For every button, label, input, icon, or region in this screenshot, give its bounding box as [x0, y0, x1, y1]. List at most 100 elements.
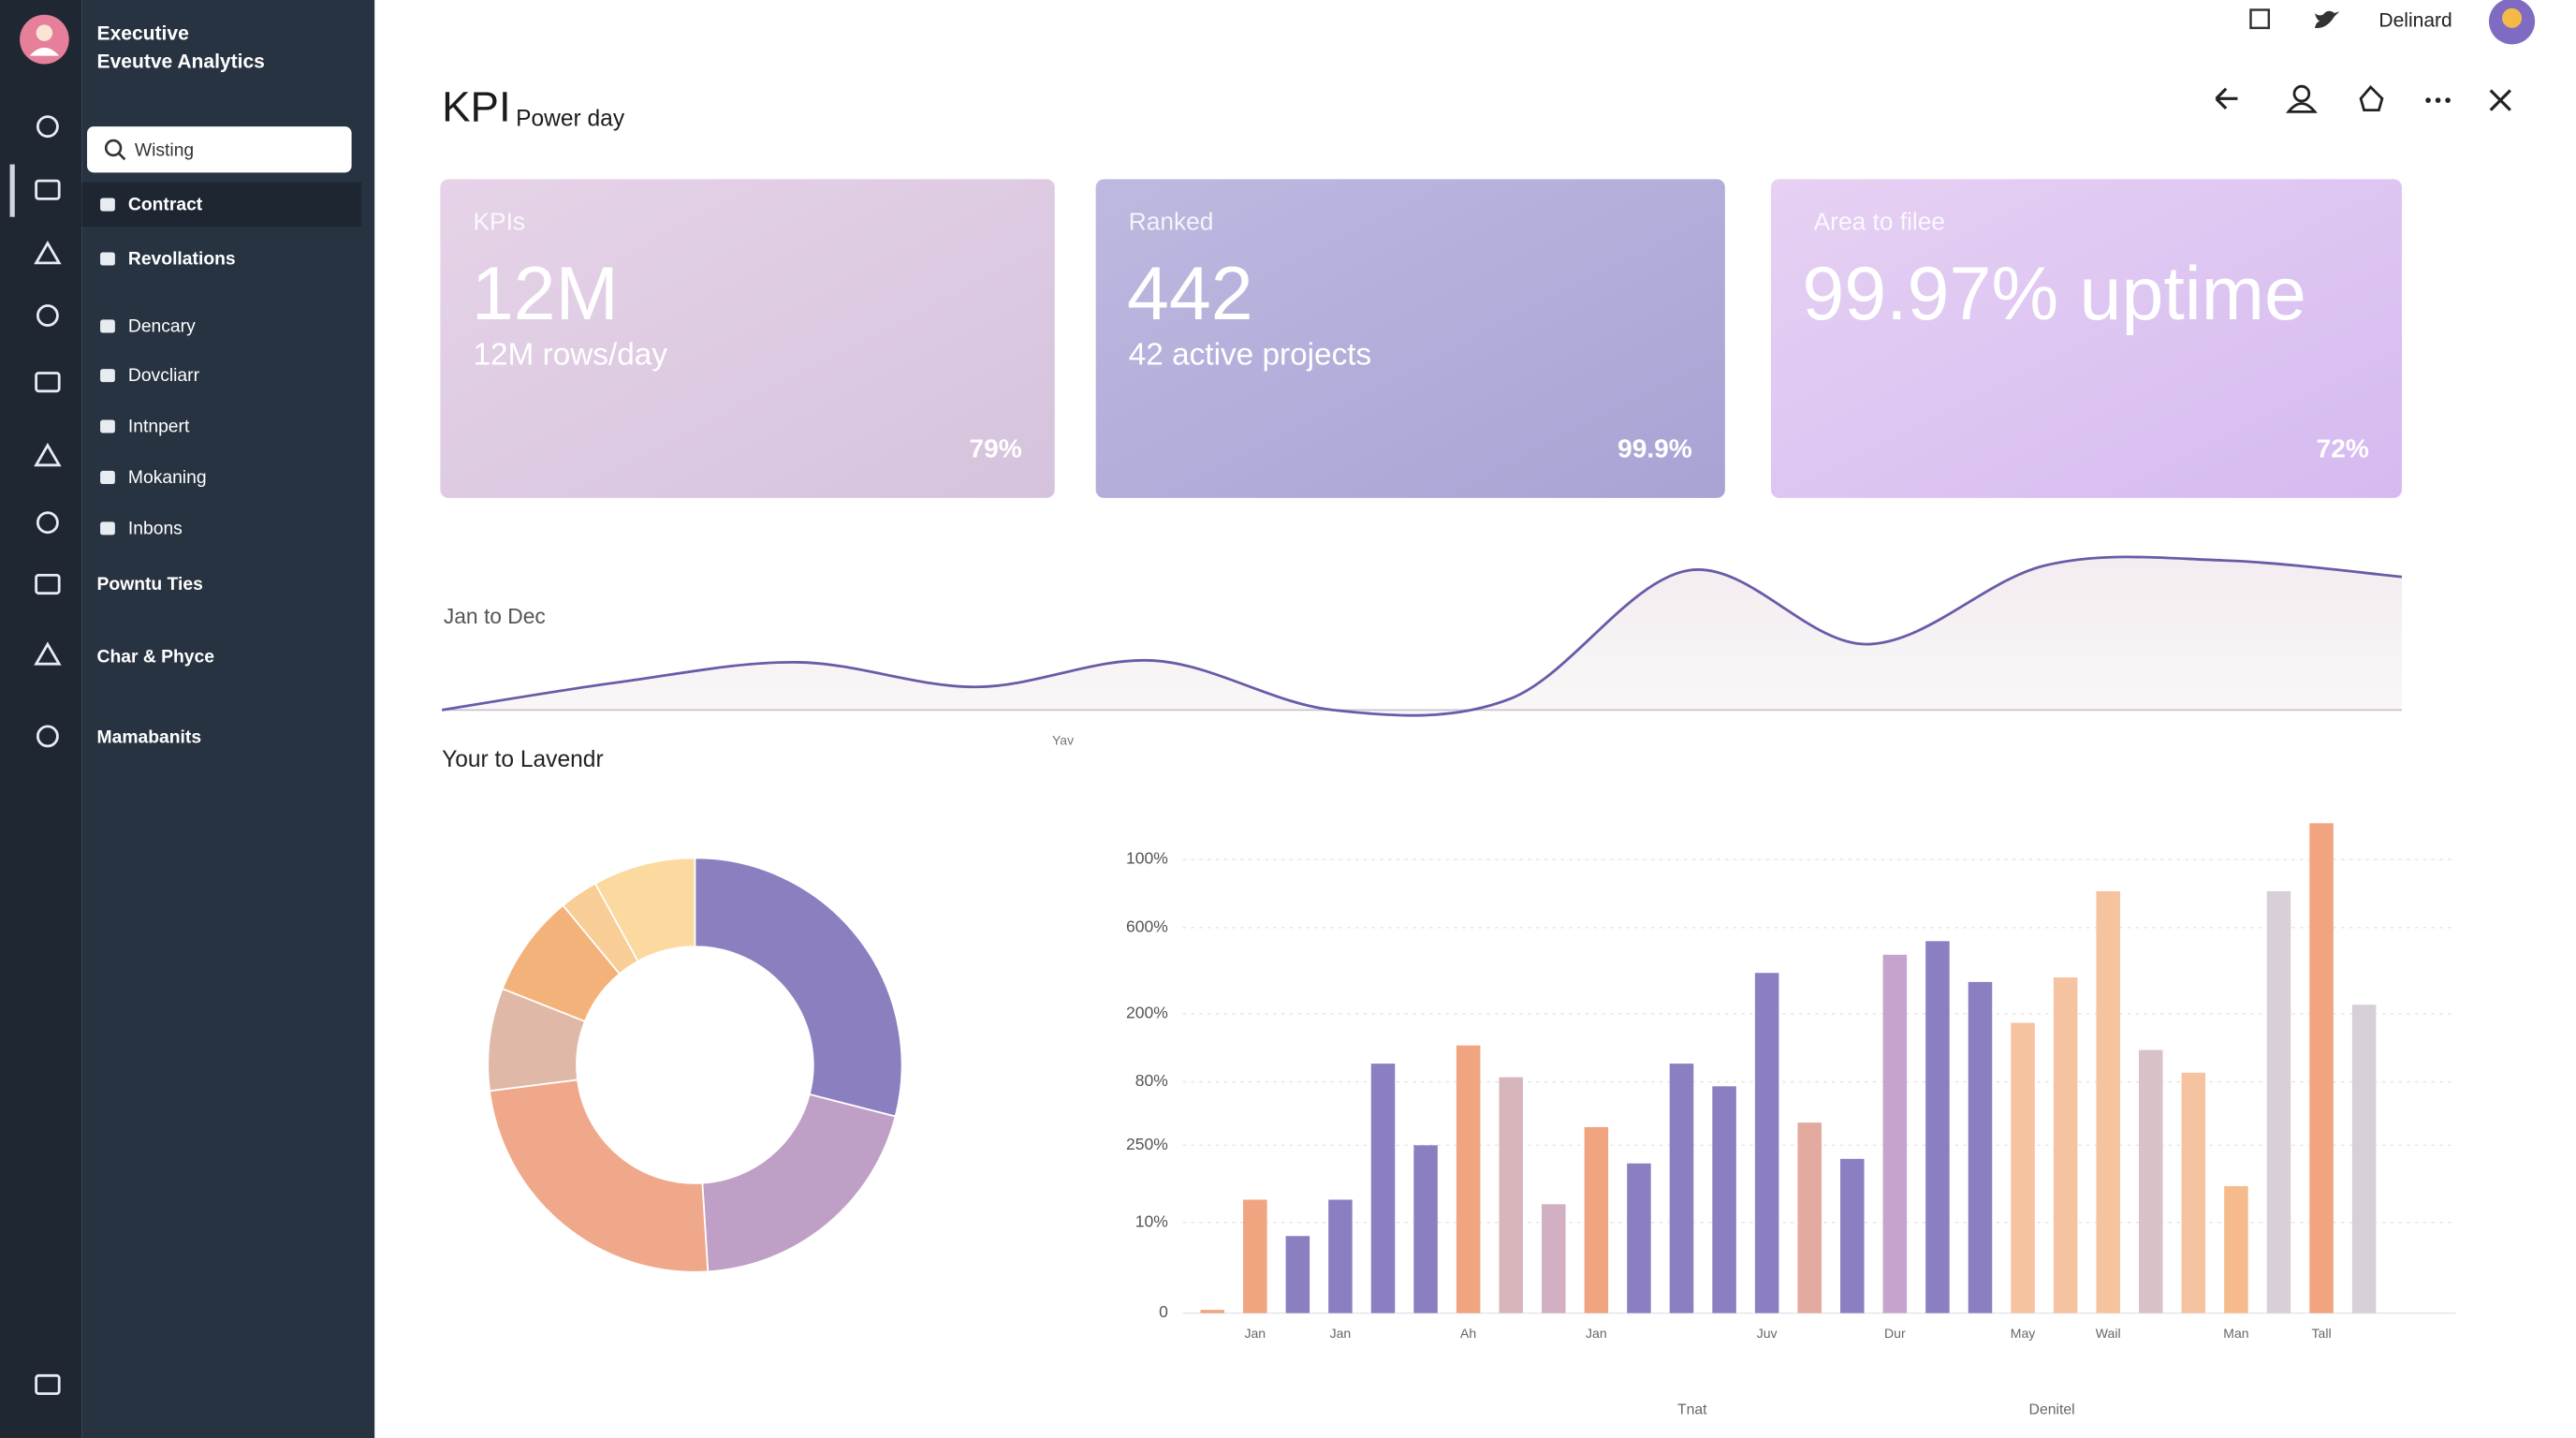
rail-icon[interactable] [35, 179, 61, 200]
nav: Contract Revollations Dencary Dovcliarr Intn… [97, 196, 236, 748]
nav-item[interactable]: Revollations [128, 249, 236, 269]
bar [1627, 1163, 1651, 1313]
avatar-body [29, 47, 60, 56]
rail-icon[interactable] [36, 304, 59, 327]
donut-title: Your to Lavendr [442, 747, 604, 772]
profile-button[interactable] [2292, 84, 2311, 103]
x-tick-label: Jan [1586, 1326, 1607, 1341]
kpi-delta: 79% [969, 433, 1021, 462]
nav-item[interactable]: Dovcliarr [128, 366, 200, 386]
bar [1840, 1158, 1865, 1313]
user-avatar-face [2502, 7, 2523, 28]
annotation: Tnat [1677, 1401, 1707, 1417]
nav-icon [100, 521, 115, 536]
search-icon [117, 152, 126, 161]
rail-icon[interactable] [34, 442, 62, 467]
nav-item[interactable]: Intnpert [128, 418, 190, 437]
nav-item[interactable]: Powntu Ties [97, 575, 203, 594]
bar [1370, 1064, 1396, 1313]
search-box[interactable] [87, 126, 352, 173]
rail-icon[interactable] [35, 573, 61, 595]
rail-icon[interactable] [35, 1373, 61, 1396]
kpi-value: 12M [472, 252, 619, 336]
bar [1243, 1199, 1267, 1313]
search-text: Wisting [135, 141, 194, 161]
kpi-label: KPIs [473, 208, 525, 236]
nav-icon [100, 319, 115, 333]
kpi-sub: 42 active projects [1129, 338, 1371, 373]
bar [1413, 1145, 1438, 1313]
x-tick-label: May [2011, 1326, 2036, 1341]
kpi-card [440, 179, 1055, 498]
bar [2309, 823, 2334, 1313]
bar [1797, 1123, 1822, 1313]
bar [1882, 954, 1908, 1313]
rail-icon[interactable] [34, 241, 62, 265]
twitter-icon[interactable] [2314, 10, 2340, 29]
avatar-face [36, 24, 53, 41]
y-tick-label: 0 [1159, 1302, 1168, 1321]
bar [2096, 891, 2120, 1313]
x-tick-label: Wail [2096, 1326, 2121, 1341]
kpi-delta: 99.9% [1617, 433, 1692, 462]
rail-icon[interactable] [34, 641, 62, 666]
user-name[interactable]: Delinard [2378, 9, 2452, 31]
brand-line: Executive [97, 22, 189, 44]
x-tick-label: Dur [1884, 1326, 1906, 1341]
kpi-value: 99.97% uptime [1802, 252, 2306, 336]
nav-icon [100, 470, 115, 484]
bar [2139, 1049, 2163, 1313]
bar [1499, 1077, 1523, 1313]
profile-button [2285, 102, 2318, 113]
bar [2053, 977, 2078, 1313]
nav-icon [100, 369, 115, 383]
window-icon[interactable] [2249, 8, 2271, 30]
more-button[interactable] [2425, 97, 2451, 103]
rail-icon[interactable] [36, 511, 59, 535]
bar [1925, 941, 1950, 1313]
bar [1712, 1086, 1736, 1313]
rail-icon[interactable] [35, 372, 61, 393]
close-button[interactable] [2489, 89, 2511, 111]
line-area [442, 556, 2402, 716]
donut-segment [694, 857, 903, 1118]
donut-segment [593, 857, 696, 962]
x-tick-label: Jan [1244, 1326, 1266, 1341]
y-tick-label: 100% [1126, 849, 1168, 868]
nav-active [81, 182, 362, 227]
nav-item[interactable]: Char & Phyce [97, 647, 215, 667]
nav-item[interactable]: Inbons [128, 519, 183, 538]
nav-icon [100, 198, 115, 212]
bar [2351, 1005, 2377, 1313]
search-icon [104, 139, 123, 157]
x-tick-label: Juv [1757, 1326, 1778, 1341]
charts: Jan to Dec Yav Your to Lavendr 0 10% 250% 80% 2… [441, 555, 2456, 1417]
bar [1456, 1045, 1481, 1313]
kpi-card [1095, 179, 1725, 498]
bar [2181, 1072, 2206, 1313]
y-tick-label: 250% [1126, 1135, 1168, 1153]
nav-item[interactable]: Mokaning [128, 468, 207, 488]
brand-line: Eveutve Analytics [97, 51, 265, 72]
nav-icon [100, 419, 115, 433]
x-tick-label: Ah [1460, 1326, 1476, 1341]
annotation: Denitel [2029, 1401, 2075, 1417]
nav-item[interactable]: Contract [128, 196, 203, 215]
bar [1542, 1204, 1566, 1313]
kpi-label: Ranked [1129, 208, 1214, 236]
kpi-value: 442 [1127, 252, 1253, 336]
y-tick-label: 600% [1126, 917, 1168, 935]
nav-item[interactable]: Mamabanits [97, 727, 202, 747]
rail-icon[interactable] [36, 115, 59, 139]
back-button[interactable] [2215, 87, 2238, 110]
x-axis-label: Yav [1052, 732, 1074, 747]
nav-item[interactable]: Dencary [128, 316, 196, 336]
settings-button[interactable] [2359, 84, 2384, 112]
page-subtitle: Power day [516, 107, 625, 132]
rail-icon[interactable] [36, 725, 59, 748]
y-tick-label: 10% [1135, 1211, 1168, 1230]
line-chart-title: Jan to Dec [444, 604, 546, 628]
